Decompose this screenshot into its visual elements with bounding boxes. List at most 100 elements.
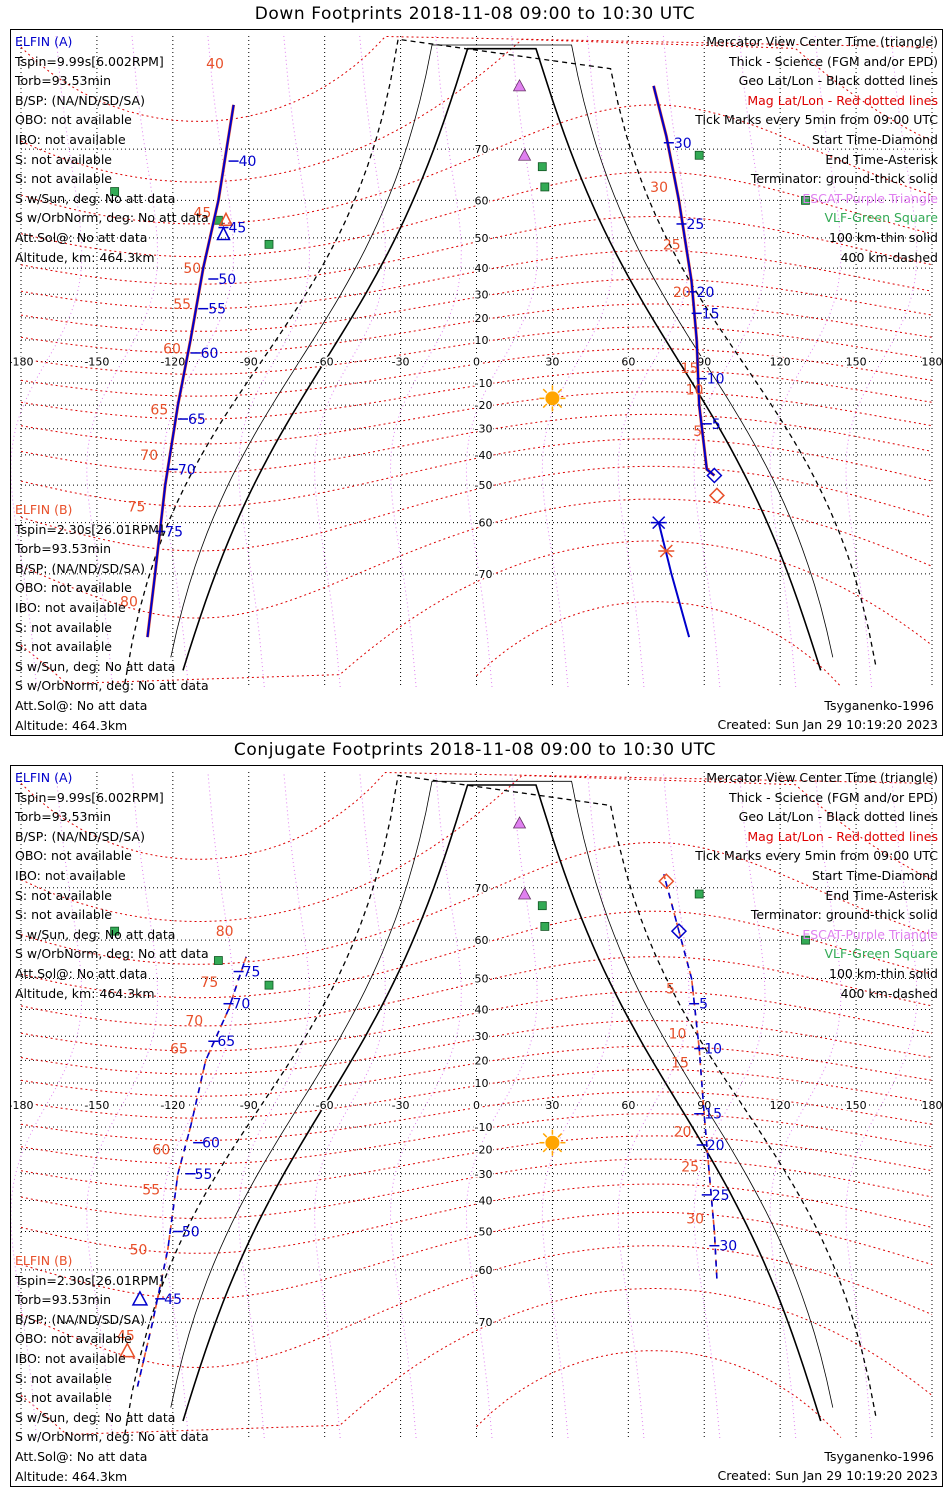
lon-tick-label: -30	[392, 356, 410, 369]
elfin-a-info-line: IBO: not available	[15, 132, 126, 147]
legend-item: End Time-Asterisk	[825, 151, 938, 167]
legend-item: Mag Lat/Lon - Red dotted lines	[747, 92, 938, 108]
lon-tick-label: 120	[770, 1099, 791, 1112]
lon-tick-label: -180	[11, 1099, 33, 1112]
lon-tick-label: -90	[240, 356, 258, 369]
lat-tick-label: 50	[475, 232, 489, 245]
elfin-a-tick-label: 10	[704, 1042, 722, 1058]
elfin-a-tick-label: 40	[239, 154, 257, 170]
lon-tick-label: -150	[84, 1099, 109, 1112]
elfin-a-info-line: Altitude, km: 464.3km	[15, 249, 155, 265]
lon-tick-label: -60	[316, 1099, 334, 1112]
elfin-a-info-line: S w/Sun, deg: No att data	[15, 190, 176, 206]
lat-tick-label: 40	[475, 262, 489, 275]
elfin-b-heading: ELFIN (B)	[15, 502, 73, 517]
vlf-square	[540, 182, 550, 192]
elfin-b-info-line: S: not available	[15, 1390, 112, 1406]
legend-item: End Time-Asterisk	[825, 887, 938, 903]
sun-ray	[542, 403, 548, 409]
elfin-b-info-line: Altitude: 464.3km	[15, 1468, 128, 1484]
mag-lon-line	[465, 771, 538, 1439]
lat-tick-label: 70	[475, 143, 489, 156]
elfin-a-tick-label: 55	[195, 1167, 213, 1183]
legend-item: Tick Marks every 5min from 09:00 UTC	[695, 112, 938, 128]
elfin-a-tick-label: 60	[202, 1136, 220, 1152]
elfin-a-track	[146, 104, 235, 638]
elfin-b-info-line: IBO: not available	[15, 1351, 126, 1366]
elfin-b-info-line: OBO: not available	[15, 580, 132, 596]
elfin-a-track-east	[652, 85, 716, 477]
elfin-a-info-line: OBO: not available	[15, 112, 132, 128]
elfin-b-tick-label: 45	[193, 206, 211, 222]
vlf-square	[801, 935, 810, 945]
elfin-a-tick-label: 70	[178, 462, 196, 478]
legend-item: VLF-Green Square	[824, 946, 938, 962]
elfin-a-track	[136, 956, 247, 1388]
elfin-a-info-line: S w/Sun, deg: No att data	[15, 926, 176, 942]
sun-ray	[557, 1132, 563, 1138]
mag-lat-line	[20, 956, 933, 1027]
vlf-square	[264, 980, 274, 990]
elfin-a-center-triangle	[131, 1290, 149, 1306]
escat-triangle	[512, 816, 527, 829]
elfin-b-tick-label: 70	[185, 1014, 203, 1030]
legend-item: Mag Lat/Lon - Red dotted lines	[747, 828, 938, 844]
lon-tick-label: -150	[84, 356, 109, 369]
created-timestamp: Created: Sun Jan 29 10:19:20 2023	[717, 1468, 938, 1483]
lon-tick-label: 150	[846, 1099, 867, 1112]
elfin-b-tick-label: 20	[673, 285, 691, 301]
mag-lon-line	[314, 771, 386, 1439]
legend-item: 400 km-dashed	[840, 249, 938, 265]
created-timestamp: Created: Sun Jan 29 10:19:20 2023	[717, 717, 938, 732]
lat-tick-label: 50	[475, 972, 489, 985]
legend-item: 100 km-thin solid	[829, 966, 938, 981]
lat-tick-label: -20	[475, 1144, 493, 1157]
elfin-b-tick-label: 70	[140, 448, 158, 464]
vlf-square	[537, 901, 547, 911]
lat-tick-label: -40	[475, 1194, 493, 1207]
elfin-a-tick-label: 5	[712, 417, 721, 433]
elfin-a-heading: ELFIN (A)	[15, 770, 73, 785]
vlf-square	[801, 195, 810, 205]
elfin-b-info-line: Tspin=2.30s[26.01RPM]	[15, 521, 164, 537]
mag-lon-line	[541, 771, 614, 1439]
elfin-b-info-line: S w/Sun, deg: No att data	[15, 1409, 176, 1425]
lat-tick-label: -60	[475, 517, 493, 530]
lon-tick-label: 0	[473, 1099, 480, 1112]
sun-ray	[557, 388, 563, 394]
elfin-b-tick-label: 5	[693, 424, 702, 440]
elfin-a-info-line: B/SP: (NA/ND/SD/SA)	[15, 92, 145, 108]
elfin-b-tick-label: 5	[666, 981, 675, 997]
elfin-a-info-line: S w/OrbNorm, deg: No att data	[15, 210, 209, 226]
elfin-a-start-diamond	[670, 923, 688, 940]
vlf-square	[537, 162, 547, 172]
elfin-b-end-asterisk	[659, 544, 673, 558]
mag-lat-line	[20, 991, 933, 1052]
vlf-square	[264, 239, 274, 249]
elfin-b-tick-label: 25	[681, 1159, 699, 1175]
mag-lon-line	[389, 771, 462, 1439]
elfin-b-tick-label: 20	[674, 1124, 692, 1140]
elfin-b-tick-label: 40	[206, 56, 224, 72]
mag-lon-line	[162, 771, 235, 1439]
lat-tick-label: -40	[475, 449, 493, 462]
elfin-a-track-east	[663, 874, 718, 1279]
mag-lat-line	[20, 215, 933, 285]
elfin-a-info-line: S: not available	[15, 171, 112, 187]
mag-lon-line	[11, 771, 83, 1439]
elfin-a-info-line: S w/OrbNorm, deg: No att data	[15, 946, 209, 962]
mag-lon-line	[238, 771, 311, 1439]
elfin-b-info-line: Torb=93.53min	[15, 541, 112, 557]
legend-item: Start Time-Diamond	[811, 868, 938, 883]
elfin-a-info-line: S: not available	[15, 887, 112, 903]
vlf-square	[540, 922, 550, 931]
sun-ray	[542, 388, 548, 394]
elfin-b-start-diamond	[708, 487, 725, 504]
vlf-square	[110, 187, 120, 196]
elfin-b-info-line: B/SP: (NA/ND/SD/SA)	[15, 1311, 145, 1327]
legend-item: Thick - Science (FGM and/or EPD)	[729, 53, 938, 69]
vlf-square	[213, 956, 223, 965]
mag-lat-line	[20, 540, 933, 685]
lat-tick-label: 10	[475, 1077, 489, 1090]
mag-lat-line	[20, 1158, 933, 1219]
